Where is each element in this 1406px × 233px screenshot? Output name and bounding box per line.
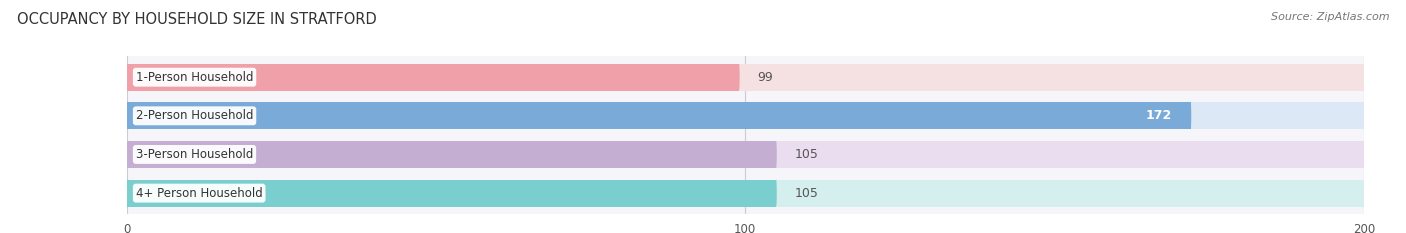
Bar — [127, 64, 740, 91]
Text: Source: ZipAtlas.com: Source: ZipAtlas.com — [1271, 12, 1389, 22]
Bar — [127, 141, 776, 168]
Bar — [127, 102, 1364, 129]
Text: 4+ Person Household: 4+ Person Household — [136, 187, 263, 200]
Text: 2-Person Household: 2-Person Household — [136, 109, 253, 122]
Text: 99: 99 — [758, 71, 773, 84]
Text: 105: 105 — [794, 187, 818, 200]
Bar — [127, 102, 1191, 129]
Text: OCCUPANCY BY HOUSEHOLD SIZE IN STRATFORD: OCCUPANCY BY HOUSEHOLD SIZE IN STRATFORD — [17, 12, 377, 27]
Text: 105: 105 — [794, 148, 818, 161]
Text: 172: 172 — [1146, 109, 1173, 122]
Bar — [127, 141, 1364, 168]
Bar — [127, 64, 1364, 91]
Text: 3-Person Household: 3-Person Household — [136, 148, 253, 161]
Bar — [127, 180, 776, 207]
Text: 1-Person Household: 1-Person Household — [136, 71, 253, 84]
Bar — [127, 180, 1364, 207]
